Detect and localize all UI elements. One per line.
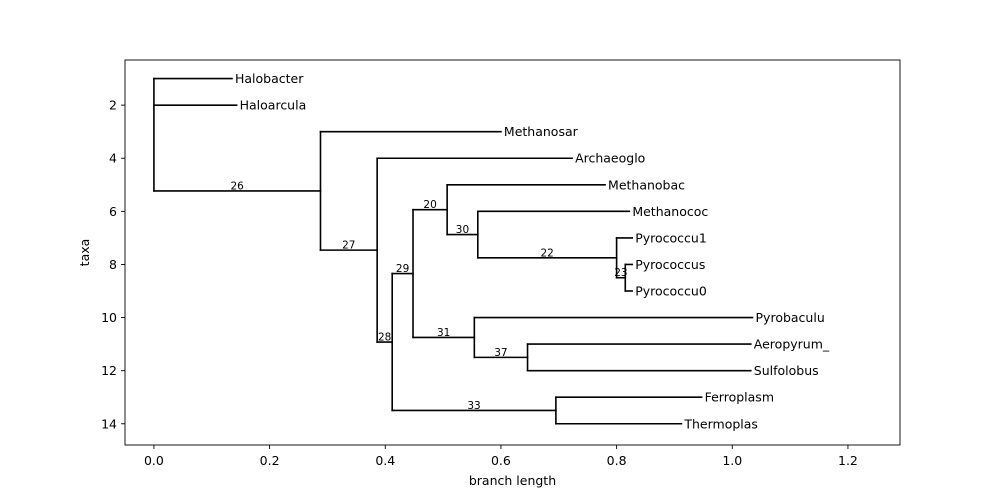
leaf-label-L3: Methanosar bbox=[504, 124, 579, 139]
support-label-26: 26 bbox=[231, 180, 245, 192]
x-tick-label: 0.8 bbox=[607, 453, 627, 468]
support-label-23: 23 bbox=[614, 267, 627, 279]
leaf-label-L10: Pyrobaculu bbox=[756, 310, 825, 325]
support-label-27: 27 bbox=[342, 240, 355, 252]
x-axis-label: branch length bbox=[469, 473, 556, 488]
x-tick-label: 1.2 bbox=[838, 453, 858, 468]
leaf-label-L9: Pyrococcu0 bbox=[635, 284, 707, 299]
leaf-labels: Halobacter Haloarcula Methanosar Archaeo… bbox=[235, 71, 830, 431]
y-tick-label: 12 bbox=[101, 363, 117, 378]
y-tick-label: 4 bbox=[109, 151, 117, 166]
x-tick-label: 0.6 bbox=[491, 453, 511, 468]
support-label-37: 37 bbox=[494, 347, 507, 359]
support-labels: 26 27 28 29 20 30 22 23 31 37 33 bbox=[231, 180, 628, 412]
support-label-20: 20 bbox=[423, 199, 436, 211]
support-label-30: 30 bbox=[456, 224, 469, 236]
support-label-29: 29 bbox=[396, 263, 409, 275]
support-label-28: 28 bbox=[378, 332, 391, 344]
leaf-label-L8: Pyrococcus bbox=[635, 257, 705, 272]
y-tick-label: 8 bbox=[109, 257, 117, 272]
y-tick-label: 14 bbox=[101, 416, 117, 431]
y-axis: 2 4 6 8 10 12 14 bbox=[101, 98, 125, 431]
plot-frame bbox=[124, 59, 901, 446]
x-tick-label: 0.2 bbox=[260, 453, 280, 468]
support-label-31: 31 bbox=[437, 327, 450, 339]
leaf-label-L2: Haloarcula bbox=[240, 98, 307, 113]
y-tick-label: 6 bbox=[109, 204, 117, 219]
leaf-label-L4: Archaeoglo bbox=[575, 151, 645, 166]
y-tick-label: 10 bbox=[101, 310, 117, 325]
leaf-label-L13: Ferroplasm bbox=[705, 390, 774, 405]
leaf-label-L6: Methanococ bbox=[632, 204, 708, 219]
y-axis-label: taxa bbox=[77, 239, 92, 267]
support-label-22: 22 bbox=[541, 247, 554, 259]
x-tick-label: 1.0 bbox=[722, 453, 742, 468]
support-label-33: 33 bbox=[467, 400, 480, 412]
x-tick-label: 0.4 bbox=[375, 453, 395, 468]
x-axis: 0.0 0.2 0.4 0.6 0.8 1.0 1.2 bbox=[144, 445, 858, 468]
leaf-label-L11: Aeropyrum_ bbox=[754, 337, 830, 352]
leaf-label-L7: Pyrococcu1 bbox=[635, 230, 707, 245]
leaf-label-L14: Thermoplas bbox=[683, 416, 758, 431]
tree-branches bbox=[153, 77, 754, 425]
y-tick-label: 2 bbox=[109, 98, 117, 113]
leaf-label-L1: Halobacter bbox=[235, 71, 304, 86]
leaf-label-L5: Methanobac bbox=[608, 177, 685, 192]
leaf-label-L12: Sulfolobus bbox=[754, 363, 819, 378]
x-tick-label: 0.0 bbox=[144, 453, 164, 468]
